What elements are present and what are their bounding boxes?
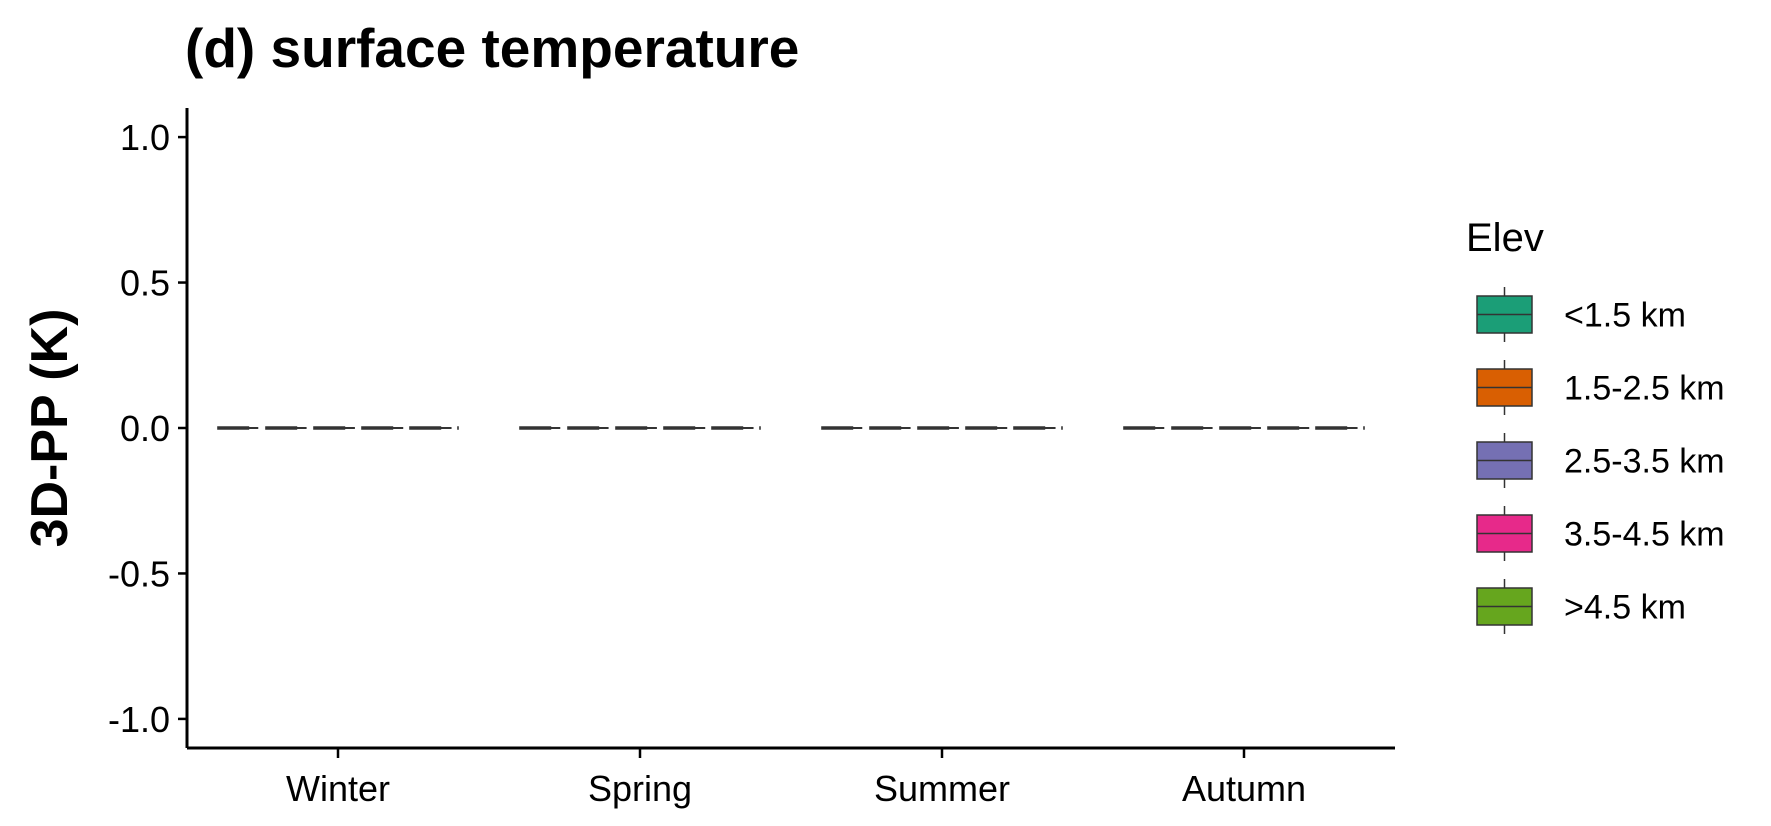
y-axis-title: 3D-PP (K)	[21, 309, 79, 548]
legend: Elev <1.5 km 1.5-2.5 km 2.5-3.5 km 3.5-4.5 …	[1466, 216, 1725, 634]
y-tick-label: -1.0	[108, 699, 170, 740]
y-tick-label: 1.0	[120, 117, 170, 158]
x-tick-label: Summer	[874, 768, 1010, 809]
legend-label: 3.5-4.5 km	[1564, 516, 1725, 554]
y-tick-label: 0.5	[120, 263, 170, 304]
legend-title: Elev	[1466, 216, 1544, 260]
legend-label: 1.5-2.5 km	[1564, 370, 1725, 408]
y-tick-label: -0.5	[108, 553, 170, 594]
legend-label: >4.5 km	[1564, 589, 1686, 627]
y-tick-label: 0.0	[120, 408, 170, 449]
plot-area: 1.0 0.5 0.0 -0.5 -1.0 Winter Spring Summer Autum…	[108, 108, 1395, 809]
x-tick-label: Spring	[588, 768, 692, 809]
legend-label: 2.5-3.5 km	[1564, 443, 1725, 481]
x-tick-label: Autumn	[1182, 768, 1306, 809]
chart-title: (d) surface temperature	[185, 17, 799, 79]
legend-label: <1.5 km	[1564, 297, 1686, 335]
x-tick-label: Winter	[286, 768, 390, 809]
